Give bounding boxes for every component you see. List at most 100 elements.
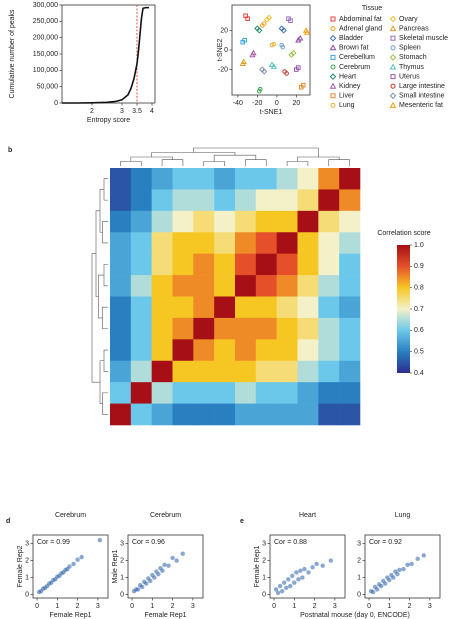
- heatmap-cell: [318, 275, 340, 297]
- panel-title: Cerebrum: [150, 512, 181, 519]
- marker: [300, 82, 306, 88]
- heatmap-cell: [110, 168, 132, 190]
- legend-marker: [390, 35, 396, 41]
- heatmap-cell: [339, 189, 361, 212]
- x-tick-label: 0: [275, 100, 279, 107]
- heatmap-cell: [110, 232, 132, 254]
- x-tick-label: -40: [233, 100, 243, 107]
- marker: [288, 18, 293, 23]
- point: [306, 570, 311, 575]
- y-tick-label: 300,000: [33, 2, 58, 9]
- heatmap-cell: [110, 403, 132, 426]
- marker: [268, 61, 276, 67]
- heatmap-cell: [151, 360, 173, 383]
- legend-marker: [389, 15, 397, 23]
- legend-marker: [389, 92, 397, 100]
- heatmap-cell: [130, 168, 152, 190]
- point: [139, 584, 145, 590]
- legend-marker: [329, 73, 337, 80]
- dendrogram-branch: [98, 274, 104, 319]
- heatmap-cell: [172, 382, 194, 404]
- heatmap-cell: [318, 210, 340, 233]
- heatmap-cell: [255, 232, 277, 254]
- y-tick-label: 2: [25, 557, 29, 564]
- data-line: [62, 6, 149, 104]
- heatmap-cell: [297, 296, 319, 319]
- heatmap-cell: [297, 317, 319, 340]
- heatmap-cell: [339, 339, 361, 362]
- heatmap-cell: [318, 189, 340, 212]
- heatmap-cell: [193, 360, 215, 383]
- colorbar: [397, 245, 410, 373]
- point: [288, 583, 293, 589]
- point: [290, 573, 295, 579]
- heatmap-cell: [276, 189, 298, 212]
- y-tick-label: 20: [220, 27, 228, 34]
- y-tick-label: 2: [120, 557, 124, 564]
- heatmap-cell: [214, 403, 236, 426]
- dendrogram-branch: [95, 210, 100, 297]
- heatmap-cell: [172, 339, 194, 362]
- point: [421, 553, 426, 558]
- marker: [280, 27, 287, 34]
- heatmap-cell: [110, 360, 132, 383]
- marker: [257, 86, 263, 92]
- heatmap-cell: [276, 296, 298, 319]
- dendrogram-branch: [213, 154, 257, 162]
- legend-label: Skeletal muscle: [399, 35, 448, 42]
- heatmap-cell: [214, 382, 236, 404]
- panel-title: Lung: [395, 512, 411, 519]
- y-tick-label: 50,000: [37, 84, 59, 91]
- dendrogram-branch: [99, 360, 104, 404]
- panel-title: Cerebrum: [55, 512, 86, 519]
- dendrogram-branch: [286, 161, 309, 166]
- heatmap-cell: [151, 382, 173, 404]
- legend-marker: [390, 45, 396, 51]
- panel-title: Heart: [299, 512, 316, 519]
- point: [379, 583, 384, 589]
- heatmap-cell: [130, 253, 152, 276]
- legend-marker: [330, 54, 336, 60]
- x-axis-label: Postnatal mouse (day 0, ENCODE): [300, 612, 410, 619]
- y-tick-label: 3: [262, 540, 266, 547]
- marker: [261, 68, 268, 75]
- legend-marker: [389, 25, 397, 32]
- heatmap-cell: [130, 339, 152, 362]
- dendrogram-branch: [161, 159, 184, 166]
- heatmap-cell: [297, 382, 319, 404]
- heatmap-cell: [130, 403, 152, 426]
- y-tick-label: 3: [357, 540, 361, 547]
- x-tick-label: 20: [292, 100, 300, 107]
- heatmap-cell: [151, 403, 173, 426]
- heatmap-cell: [276, 275, 298, 297]
- marker: [270, 63, 278, 69]
- marker: [242, 37, 247, 43]
- x-tick-label: 1: [150, 603, 154, 610]
- heatmap-cell: [297, 232, 319, 254]
- x-tick-label: 3: [428, 603, 432, 610]
- legend-marker: [330, 64, 336, 70]
- y-tick-label: 250,000: [33, 18, 58, 25]
- heatmap-cell: [276, 232, 298, 254]
- y-axis-label: Cumulative number of peaks: [9, 9, 16, 99]
- x-tick-label: -20: [252, 100, 262, 107]
- legend-label: Large intestine: [399, 83, 445, 90]
- heatmap-cell: [276, 210, 298, 233]
- heatmap-cell: [297, 360, 319, 383]
- point: [152, 575, 157, 580]
- heatmap-cell: [130, 296, 152, 319]
- heatmap-cell: [235, 232, 257, 254]
- point: [383, 581, 388, 586]
- y-tick-label: 0: [54, 100, 58, 107]
- legend-title: Tissue: [362, 5, 382, 12]
- marker: [250, 49, 257, 56]
- colorbar-title: Correlation score: [377, 230, 430, 237]
- heatmap-cell: [339, 382, 361, 404]
- panel-letter: b: [8, 147, 12, 154]
- heatmap-cell: [151, 189, 173, 212]
- heatmap-cell: [214, 296, 236, 319]
- heatmap-cell: [339, 360, 361, 383]
- heatmap-cell: [297, 275, 319, 297]
- x-tick-label: 0: [272, 603, 276, 610]
